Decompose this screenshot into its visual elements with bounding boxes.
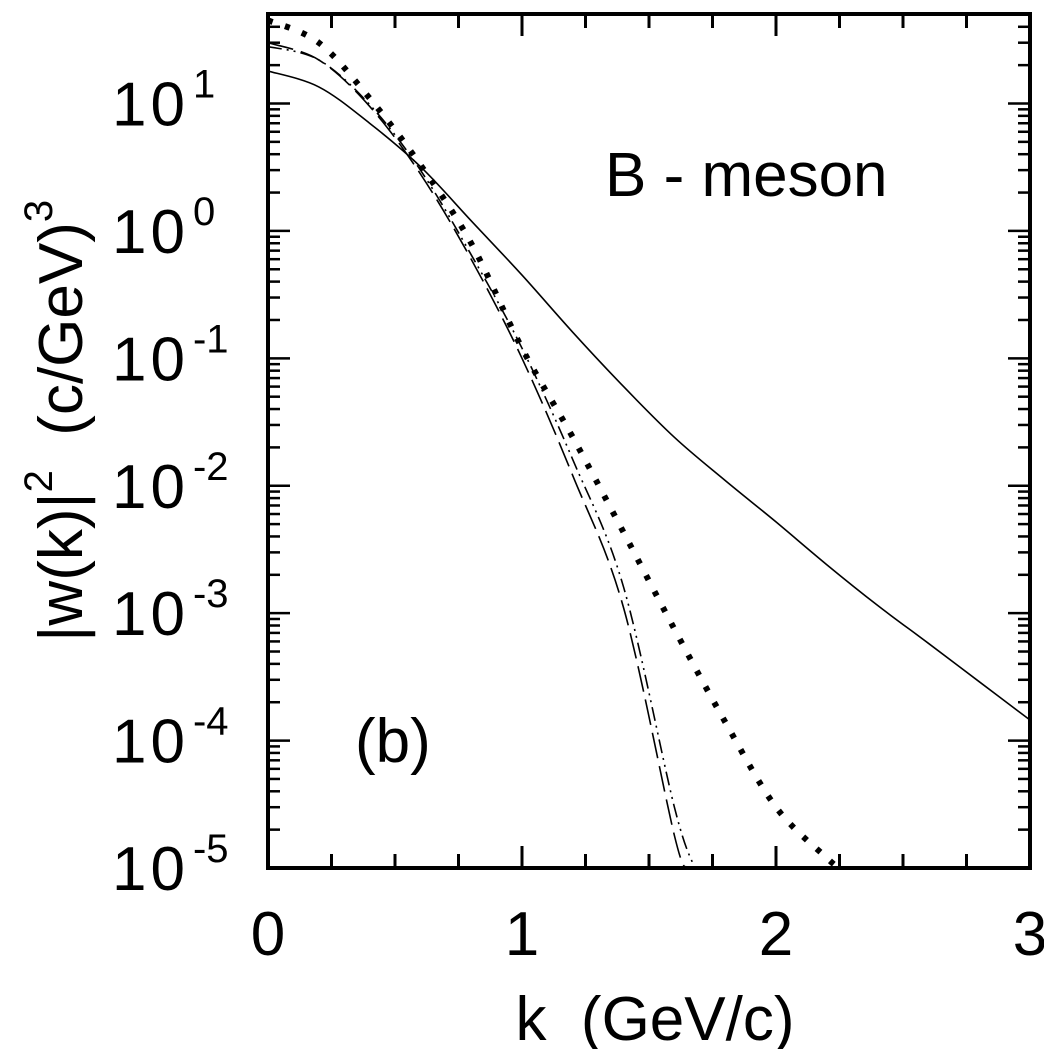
- y-tick-label-exp: -1: [193, 317, 229, 361]
- y-tick-label-exp: -3: [193, 572, 229, 616]
- series-line-dotted: [268, 17, 842, 868]
- series-line-solid: [268, 70, 1030, 721]
- x-axis-label: k (GeV/c): [515, 985, 794, 1049]
- x-tick-label: 2: [759, 900, 793, 969]
- y-axis-label-prefix: |w(k)|: [27, 492, 96, 641]
- y-tick-label: 10 1: [112, 63, 215, 140]
- y-tick-label-base: 10: [112, 71, 189, 140]
- y-tick-label-exp: 1: [193, 63, 215, 107]
- y-tick-label-exp: -2: [193, 445, 229, 489]
- y-tick-label: 10 -5: [112, 827, 229, 904]
- y-tick-label: 10 0: [112, 190, 215, 267]
- y-tick-label: 10 -4: [112, 700, 229, 777]
- y-tick-label-base: 10: [112, 453, 189, 522]
- y-axis-label-unit: (c/GeV): [27, 222, 96, 436]
- x-tick-label: 3: [1013, 900, 1044, 969]
- y-tick-label-exp: 0: [193, 190, 215, 234]
- x-tick-label: 1: [505, 900, 539, 969]
- y-tick-label: 10 -3: [112, 572, 229, 649]
- series-line-dash-dot-dot: [268, 45, 696, 868]
- axis-ticks: [268, 14, 1030, 868]
- chart-annotation-title: B - meson: [605, 141, 888, 210]
- y-axis-label-unit-sup: 3: [17, 200, 61, 222]
- y-tick-label-base: 10: [112, 580, 189, 649]
- y-axis-label: |w(k)|2 (c/GeV)3: [0, 114, 96, 763]
- x-tick-labels: 0 1 2 3: [251, 900, 1044, 969]
- series-group: [268, 17, 1030, 868]
- series-line-dashed: [268, 41, 688, 868]
- svg-text:|w(k)|2 (c/GeV)3: |w(k)|2 (c/GeV)3: [0, 114, 96, 763]
- y-tick-label-base: 10: [112, 325, 189, 394]
- y-tick-label-base: 10: [112, 708, 189, 777]
- panel-label: (b): [355, 707, 431, 776]
- y-tick-label: 10 -1: [112, 317, 229, 394]
- x-tick-label: 0: [251, 900, 285, 969]
- y-tick-label-exp: -4: [193, 700, 229, 744]
- y-tick-label-exp: -5: [193, 827, 229, 871]
- y-tick-label-base: 10: [112, 198, 189, 267]
- y-axis-label-sup: 2: [17, 470, 61, 492]
- y-tick-label: 10 -2: [112, 445, 229, 522]
- y-tick-label-base: 10: [112, 835, 189, 904]
